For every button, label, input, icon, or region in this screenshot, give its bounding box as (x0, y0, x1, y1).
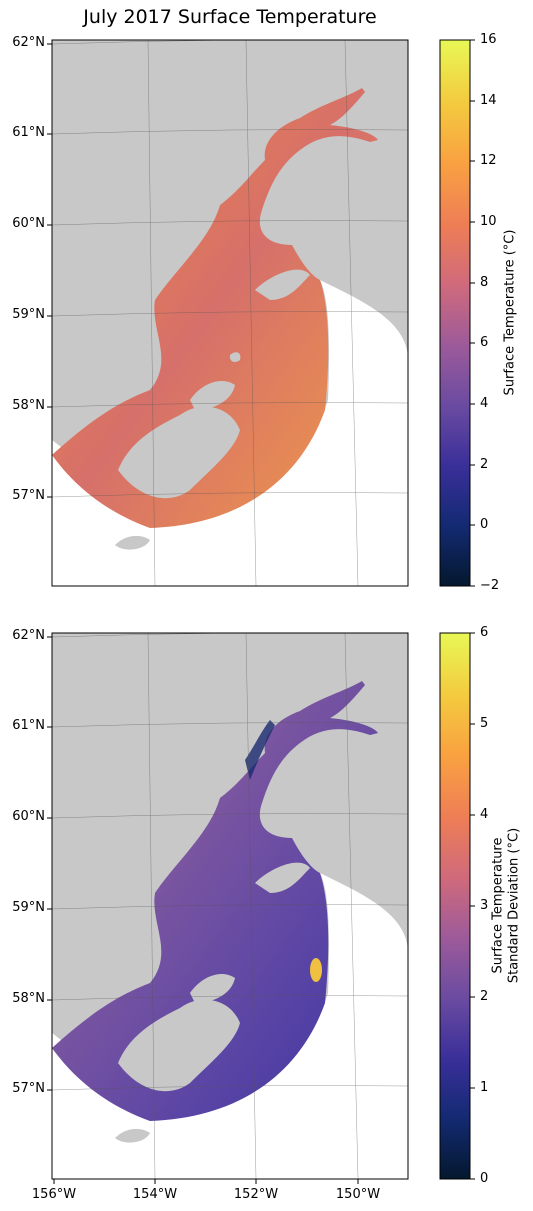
lat-label-58: 58°N (12, 991, 45, 1006)
lat-label-57: 57°N (12, 1081, 45, 1096)
lon-label-152: 152°W (233, 1187, 279, 1202)
barren-islands (229, 352, 241, 363)
colorbar-tick: 6 (480, 335, 489, 350)
lat-label-60: 60°N (12, 216, 45, 231)
lat-label-57: 57°N (12, 488, 45, 503)
lat-label-60: 60°N (12, 809, 45, 824)
trinity-islands (115, 535, 150, 550)
colorbar-tick: 4 (480, 396, 489, 411)
inlet-stddev-field (52, 681, 378, 1121)
lat-label-61: 61°N (12, 718, 45, 733)
afognak-island (190, 380, 235, 410)
colorbar-tick: 6 (480, 625, 489, 640)
colorbar-tick: 10 (480, 214, 497, 229)
colorbar-tick: 5 (480, 716, 489, 731)
lat-label-62: 62°N (12, 35, 45, 50)
colorbar-tick: 0 (480, 517, 489, 532)
temperature-colorbar (439, 39, 475, 587)
colorbar-label-line2: Standard Deviation (°C) (506, 827, 522, 984)
colorbar-tick: 2 (480, 457, 489, 472)
colorbar-tick: −2 (480, 578, 500, 593)
map-frame-top (47, 39, 409, 587)
lat-label-61: 61°N (12, 125, 45, 140)
lon-label-156: 156°W (31, 1187, 77, 1202)
kenai-peninsula (255, 269, 310, 300)
colorbar-tick: 8 (480, 275, 489, 290)
kodiak-island (118, 406, 240, 499)
ocean-area (52, 440, 408, 586)
gulf-ocean (52, 280, 408, 513)
lat-label-62: 62°N (12, 628, 45, 643)
figure-title: July 2017 Surface Temperature (83, 6, 377, 28)
lon-label-154: 154°W (132, 1187, 178, 1202)
colorbar-tick: 4 (480, 807, 489, 822)
colorbar-tick: 0 (480, 1171, 489, 1186)
lat-label-59: 59°N (12, 307, 45, 322)
colorbar-tick: 3 (480, 898, 489, 913)
colorbar-tick: 2 (480, 989, 489, 1004)
inlet-temperature-field (52, 88, 378, 528)
colorbar-tick: 14 (480, 93, 497, 108)
colorbar-tick: 12 (480, 153, 497, 168)
lat-label-59: 59°N (12, 900, 45, 915)
colorbar-tick: 16 (480, 32, 497, 47)
lon-label-150: 150°W (335, 1187, 381, 1202)
colorbar-label-line1: Surface Temperature (490, 837, 506, 974)
colorbar-tick: 1 (480, 1080, 489, 1095)
stddev-colorbar (439, 632, 475, 1180)
lat-label-58: 58°N (12, 398, 45, 413)
